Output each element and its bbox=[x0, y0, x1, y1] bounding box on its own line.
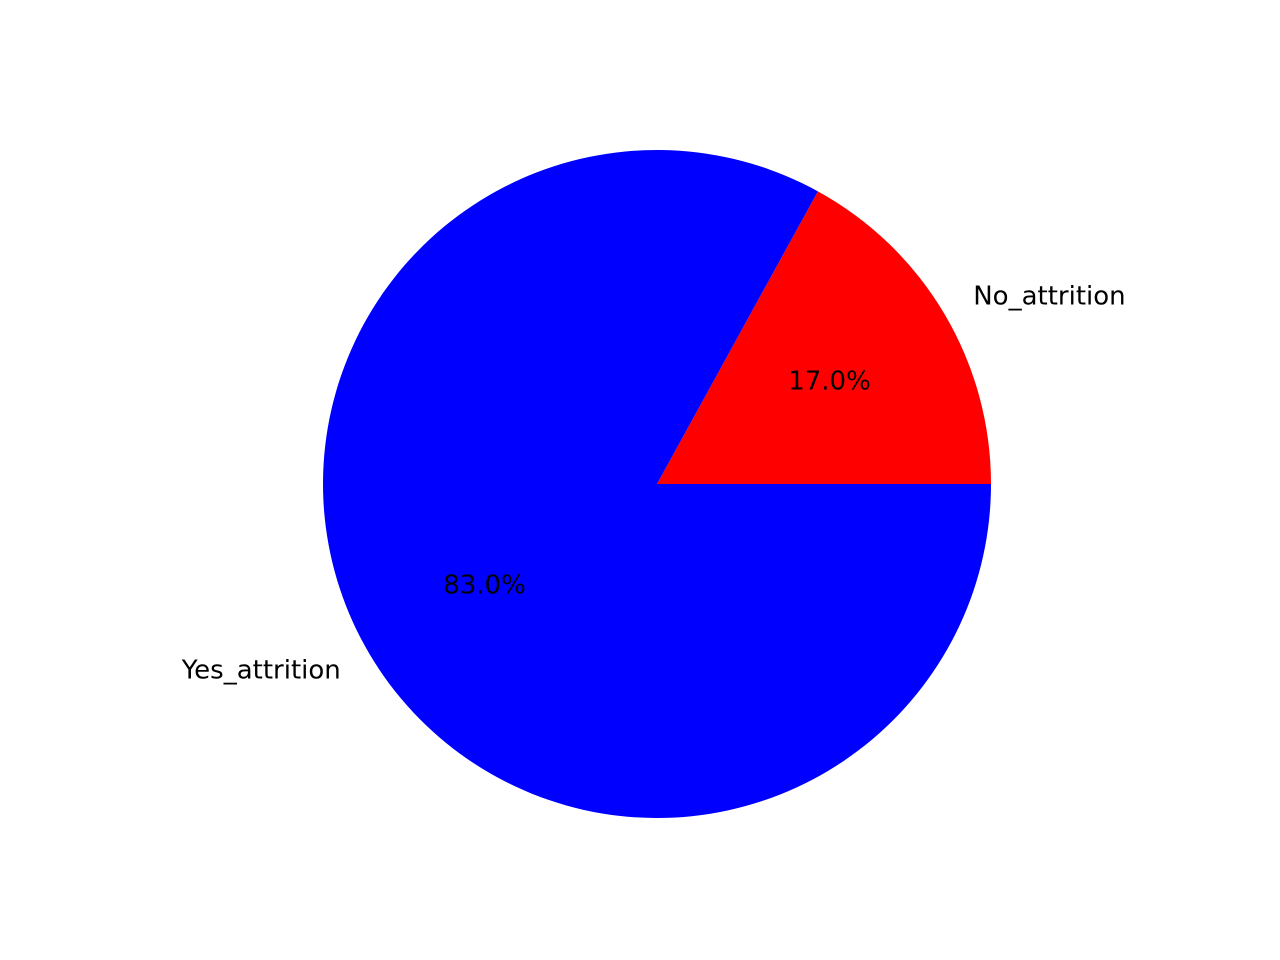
labels-layer: No_attrition 17.0% Yes_attrition 83.0% bbox=[181, 281, 1126, 685]
slice-percentage-label: 17.0% bbox=[788, 366, 871, 396]
slice-percentage-label: 83.0% bbox=[443, 571, 526, 601]
slice-label: No_attrition bbox=[973, 281, 1125, 311]
slices-layer bbox=[323, 150, 991, 819]
pie-slice-no-attrition bbox=[657, 191, 991, 484]
pie-slice-yes-attrition bbox=[323, 150, 991, 819]
slice-label: Yes_attrition bbox=[181, 656, 341, 686]
